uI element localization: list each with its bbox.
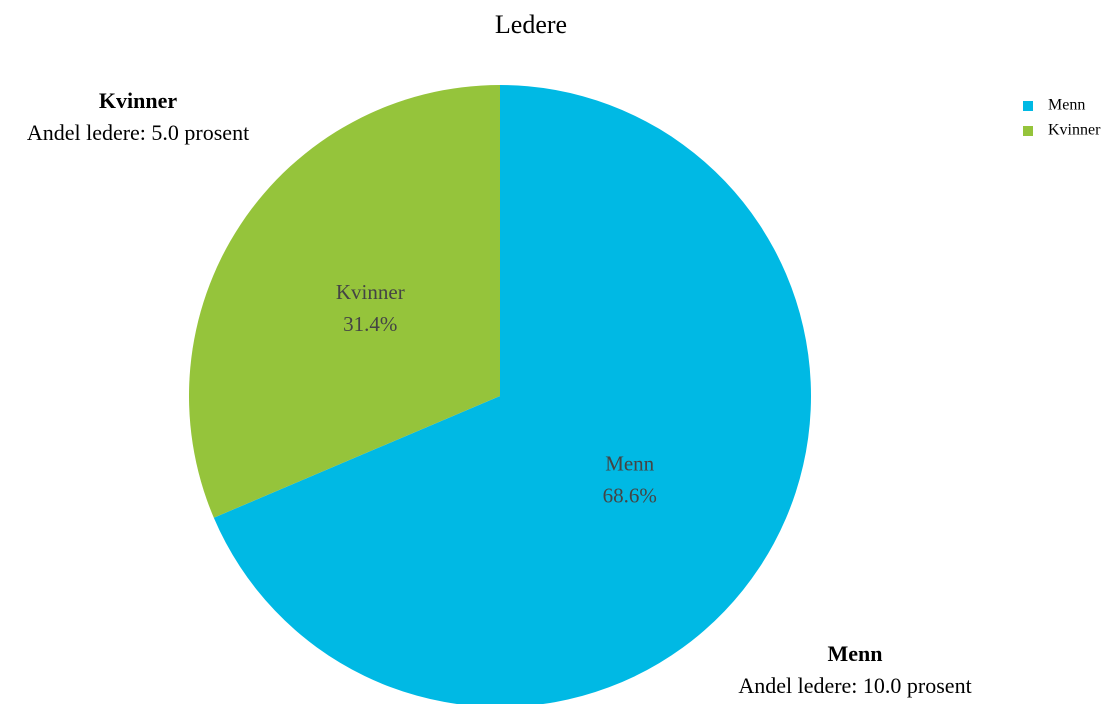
pie-slice — [213, 85, 811, 704]
legend-swatch — [1023, 101, 1033, 111]
legend-label: Menn — [1048, 97, 1085, 114]
annotation-text: Andel ledere: 10.0 prosent — [738, 673, 971, 698]
slice-value: 31.4% — [343, 312, 397, 336]
chart-title: Ledere — [495, 10, 567, 39]
legend-label: Kvinner — [1048, 122, 1101, 139]
annotation-title: Menn — [828, 641, 883, 666]
pie-slice — [188, 85, 500, 518]
annotation-title: Kvinner — [99, 88, 177, 113]
annotation-text: Andel ledere: 5.0 prosent — [27, 120, 249, 145]
slice-label: Kvinner — [336, 280, 405, 304]
legend-swatch — [1023, 126, 1033, 136]
slice-label: Menn — [605, 452, 654, 476]
slice-value: 68.6% — [603, 484, 657, 508]
